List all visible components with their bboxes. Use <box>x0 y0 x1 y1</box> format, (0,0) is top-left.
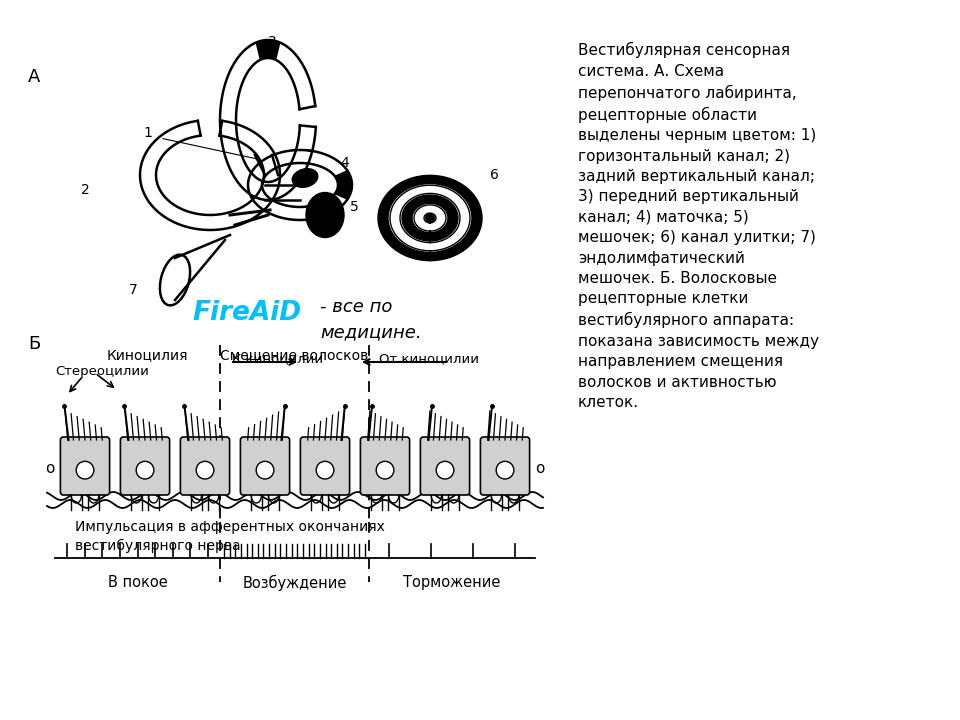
Text: 2: 2 <box>81 183 89 197</box>
Polygon shape <box>378 176 482 261</box>
Text: В покое: В покое <box>108 575 167 590</box>
FancyBboxPatch shape <box>480 437 530 495</box>
Text: 7: 7 <box>129 283 137 297</box>
Text: Возбуждение: Возбуждение <box>242 575 347 591</box>
Text: Стереоцилии: Стереоцилии <box>55 365 149 378</box>
FancyBboxPatch shape <box>60 437 109 495</box>
Ellipse shape <box>160 255 190 305</box>
Text: Б: Б <box>28 335 40 353</box>
Circle shape <box>76 462 94 479</box>
Text: 6: 6 <box>490 168 499 182</box>
Text: 5: 5 <box>350 200 359 214</box>
Circle shape <box>496 462 514 479</box>
Circle shape <box>256 462 274 479</box>
Text: o: o <box>536 461 544 476</box>
Text: От киноцилии: От киноцилии <box>379 352 479 365</box>
Text: Вестибулярная сенсорная
система. А. Схема
перепончатого лабиринта,
рецепторные о: Вестибулярная сенсорная система. А. Схем… <box>578 42 819 410</box>
Circle shape <box>196 462 214 479</box>
Text: Импульсация в афферентных окончаниях
вестибулярного нерва: Импульсация в афферентных окончаниях вес… <box>75 520 385 552</box>
Circle shape <box>436 462 454 479</box>
FancyBboxPatch shape <box>300 437 349 495</box>
Text: Торможение: Торможение <box>403 575 501 590</box>
Text: FireAiD: FireAiD <box>192 300 301 326</box>
Polygon shape <box>334 170 352 199</box>
Text: А: А <box>28 68 40 86</box>
Polygon shape <box>402 195 458 241</box>
Polygon shape <box>390 185 470 251</box>
Circle shape <box>136 462 154 479</box>
Circle shape <box>425 213 435 223</box>
FancyBboxPatch shape <box>120 437 170 495</box>
Text: o: o <box>45 461 55 476</box>
FancyBboxPatch shape <box>420 437 469 495</box>
Text: Смещение волосков: Смещение волосков <box>221 348 369 362</box>
Text: - все по
медицине.: - все по медицине. <box>320 298 421 341</box>
Ellipse shape <box>306 192 344 238</box>
Polygon shape <box>255 40 280 60</box>
Ellipse shape <box>292 168 318 187</box>
Text: 3: 3 <box>268 35 276 49</box>
Text: 4: 4 <box>340 156 348 170</box>
Circle shape <box>376 462 394 479</box>
FancyBboxPatch shape <box>240 437 290 495</box>
FancyBboxPatch shape <box>360 437 410 495</box>
Polygon shape <box>414 205 446 231</box>
Text: К киноцилии: К киноцилии <box>232 352 324 365</box>
Circle shape <box>316 462 334 479</box>
FancyBboxPatch shape <box>180 437 229 495</box>
Text: Киноцилия: Киноцилия <box>107 348 188 362</box>
Text: 1: 1 <box>144 126 153 140</box>
